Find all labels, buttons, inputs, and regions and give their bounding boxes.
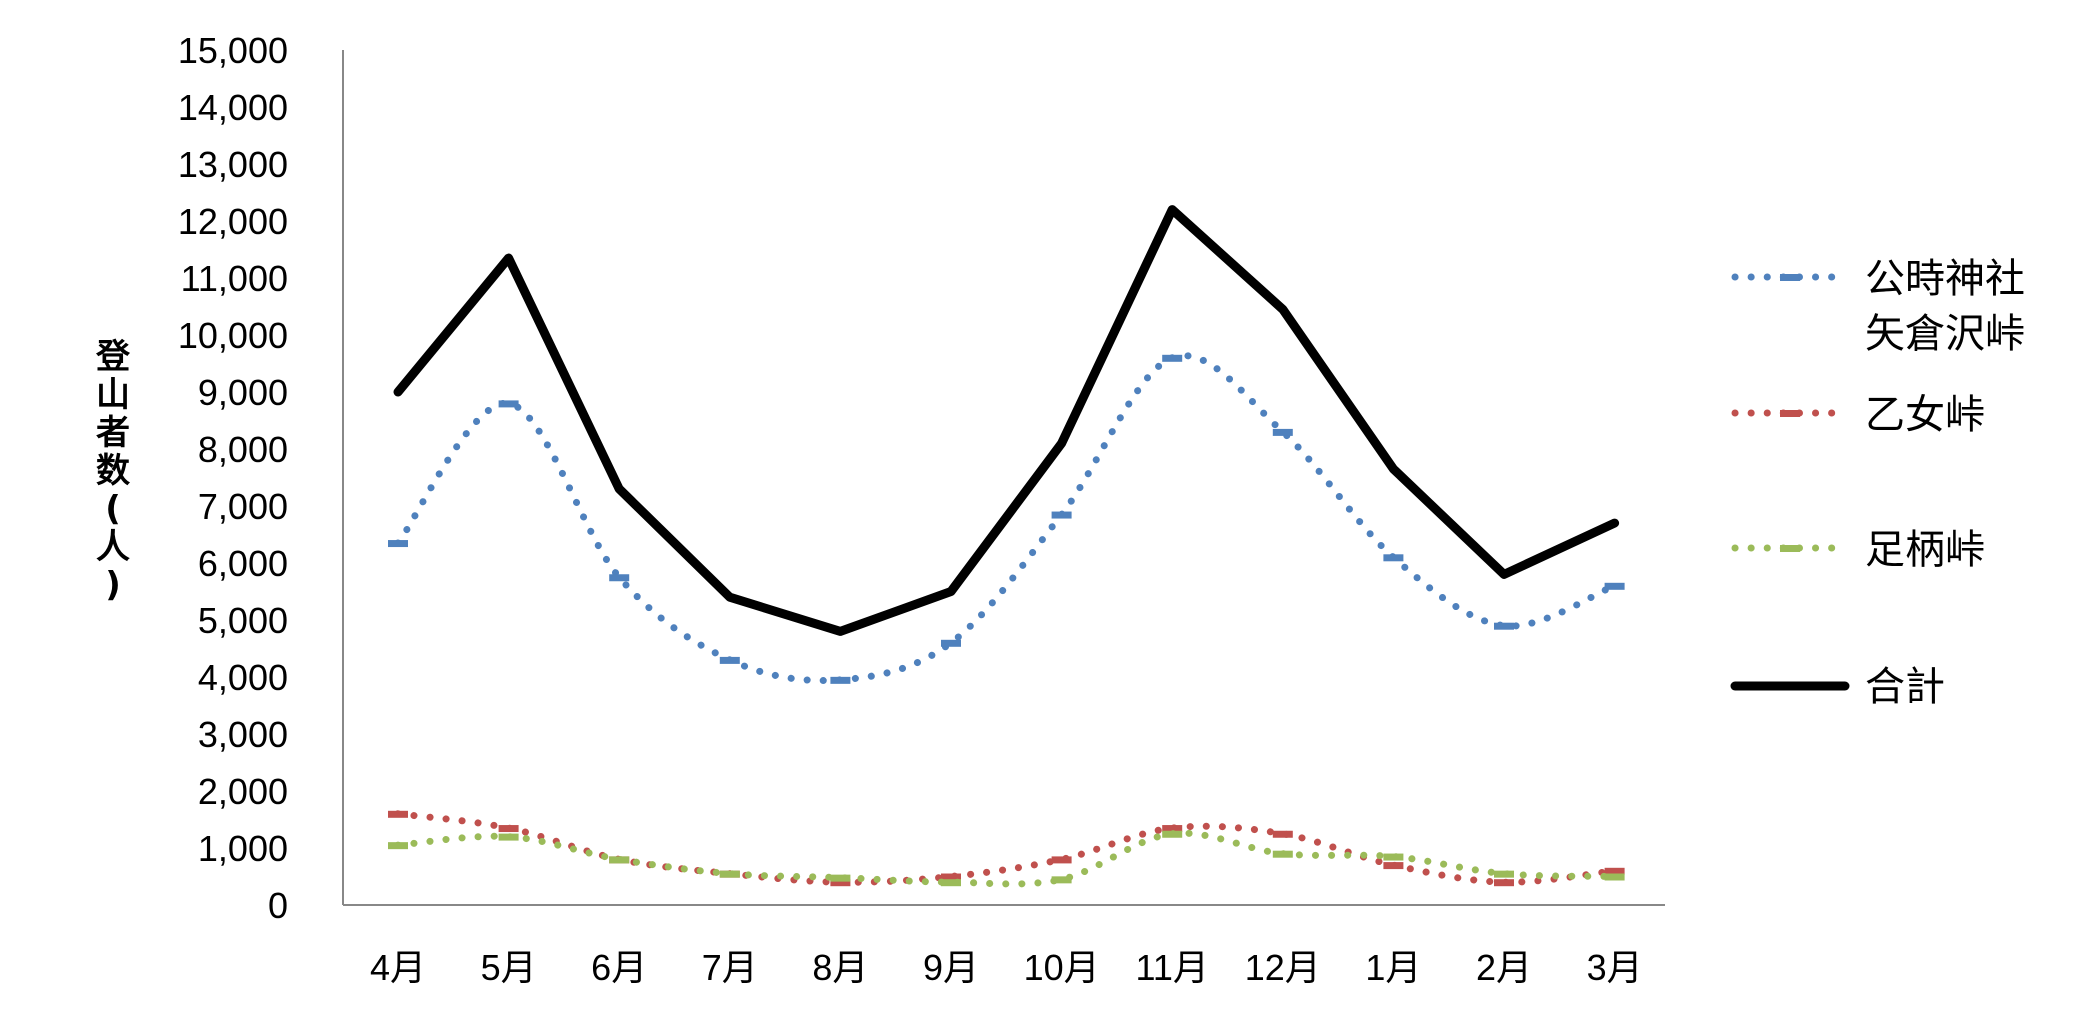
series-marker-1 [1272,830,1293,838]
series-marker-2 [1604,873,1625,881]
legend-label: 合計 [1865,664,1945,710]
y-axis-tick-labels: 0 1,000 2,000 3,000 4,000 5,000 6,000 7,000 8,00… [178,30,288,926]
series-line-3 [393,205,1620,636]
legend-swatch-marker-2 [1780,545,1800,552]
series-marker-2 [1051,876,1072,884]
x-tick-label: 4月 [370,947,426,988]
series-marker-2 [1383,853,1404,861]
y-tick-label: 9,000 [198,372,288,413]
series-marker-0 [719,656,740,664]
series-marker-0 [498,400,519,408]
y-tick-label: 6,000 [198,543,288,584]
x-tick-label: 5月 [481,947,537,988]
series-marker-2 [1494,870,1514,878]
y-tick-label: 14,000 [178,87,288,128]
y-axis-label-char: ( [105,489,121,529]
series-marker-2 [609,856,630,864]
x-axis-tick-labels: 4月 5月 6月 7月 8月 9月 10月 11月 12月 1月 2月 3月 [370,947,1643,988]
series-marker-2 [388,842,408,850]
series-marker-0 [941,639,961,647]
legend-label: 矢倉沢峠 [1865,311,2025,357]
series-group [388,205,1625,888]
x-tick-label: 10月 [1024,947,1100,988]
series-marker-2 [1272,850,1293,858]
series-marker-2 [1162,830,1183,838]
x-tick-label: 12月 [1245,947,1321,988]
legend-swatch-marker-1 [1780,410,1800,417]
legend-label: 乙女峠 [1865,392,1985,438]
y-axis-label-char: 者 [96,413,130,453]
x-tick-label: 6月 [591,947,647,988]
legend-swatch-marker-0 [1780,274,1800,281]
x-tick-label: 3月 [1587,947,1643,988]
series-marker-2 [941,879,961,887]
series-marker-1 [941,873,961,881]
y-tick-label: 5,000 [198,600,288,641]
series-marker-0 [1604,582,1625,590]
series-marker-0 [1494,622,1514,630]
y-tick-label: 10,000 [178,315,288,356]
y-axis-label-char: 山 [96,375,130,415]
y-tick-label: 8,000 [198,429,288,470]
x-tick-label: 9月 [923,947,979,988]
series-marker-2 [498,833,519,841]
legend-label: 公時神社 [1865,256,2025,302]
y-tick-label: 15,000 [178,30,288,71]
series-marker-0 [609,574,630,582]
series-marker-0 [1383,554,1404,562]
series-line-1 [394,810,1619,886]
series-marker-1 [830,879,851,887]
y-axis-label-char: 人 [96,527,130,567]
y-tick-label: 0 [268,885,288,926]
y-tick-label: 2,000 [198,771,288,812]
series-marker-1 [388,810,408,818]
y-tick-label: 7,000 [198,486,288,527]
series-marker-1 [1383,862,1404,870]
y-tick-label: 13,000 [178,144,288,185]
legend-label: 足柄峠 [1865,527,1985,573]
y-tick-label: 4,000 [198,657,288,698]
series-marker-1 [1494,879,1514,887]
x-tick-label: 2月 [1476,947,1532,988]
series-marker-2 [830,874,851,882]
series-marker-2 [719,870,740,878]
x-tick-label: 1月 [1365,947,1421,988]
series-marker-0 [1162,354,1183,362]
x-tick-label: 11月 [1136,947,1209,988]
x-tick-label: 8月 [812,947,868,988]
series-marker-0 [388,540,408,548]
y-tick-label: 3,000 [198,714,288,755]
series-marker-1 [1051,856,1072,864]
y-axis-label-char: 登 [95,337,131,377]
series-marker-0 [1272,428,1293,436]
y-axis-label-char: 数 [96,451,130,491]
series-marker-0 [1051,511,1072,519]
y-tick-label: 11,000 [181,258,288,299]
series-marker-1 [498,825,519,833]
y-tick-label: 1,000 [198,828,288,869]
series-marker-0 [830,676,851,684]
y-axis-label-char: ) [105,565,121,605]
series-marker-1 [1162,825,1183,833]
series-line-2 [394,829,1619,888]
series-marker-1 [1604,867,1625,875]
x-tick-label: 7月 [702,947,758,988]
y-tick-label: 12,000 [178,201,288,242]
